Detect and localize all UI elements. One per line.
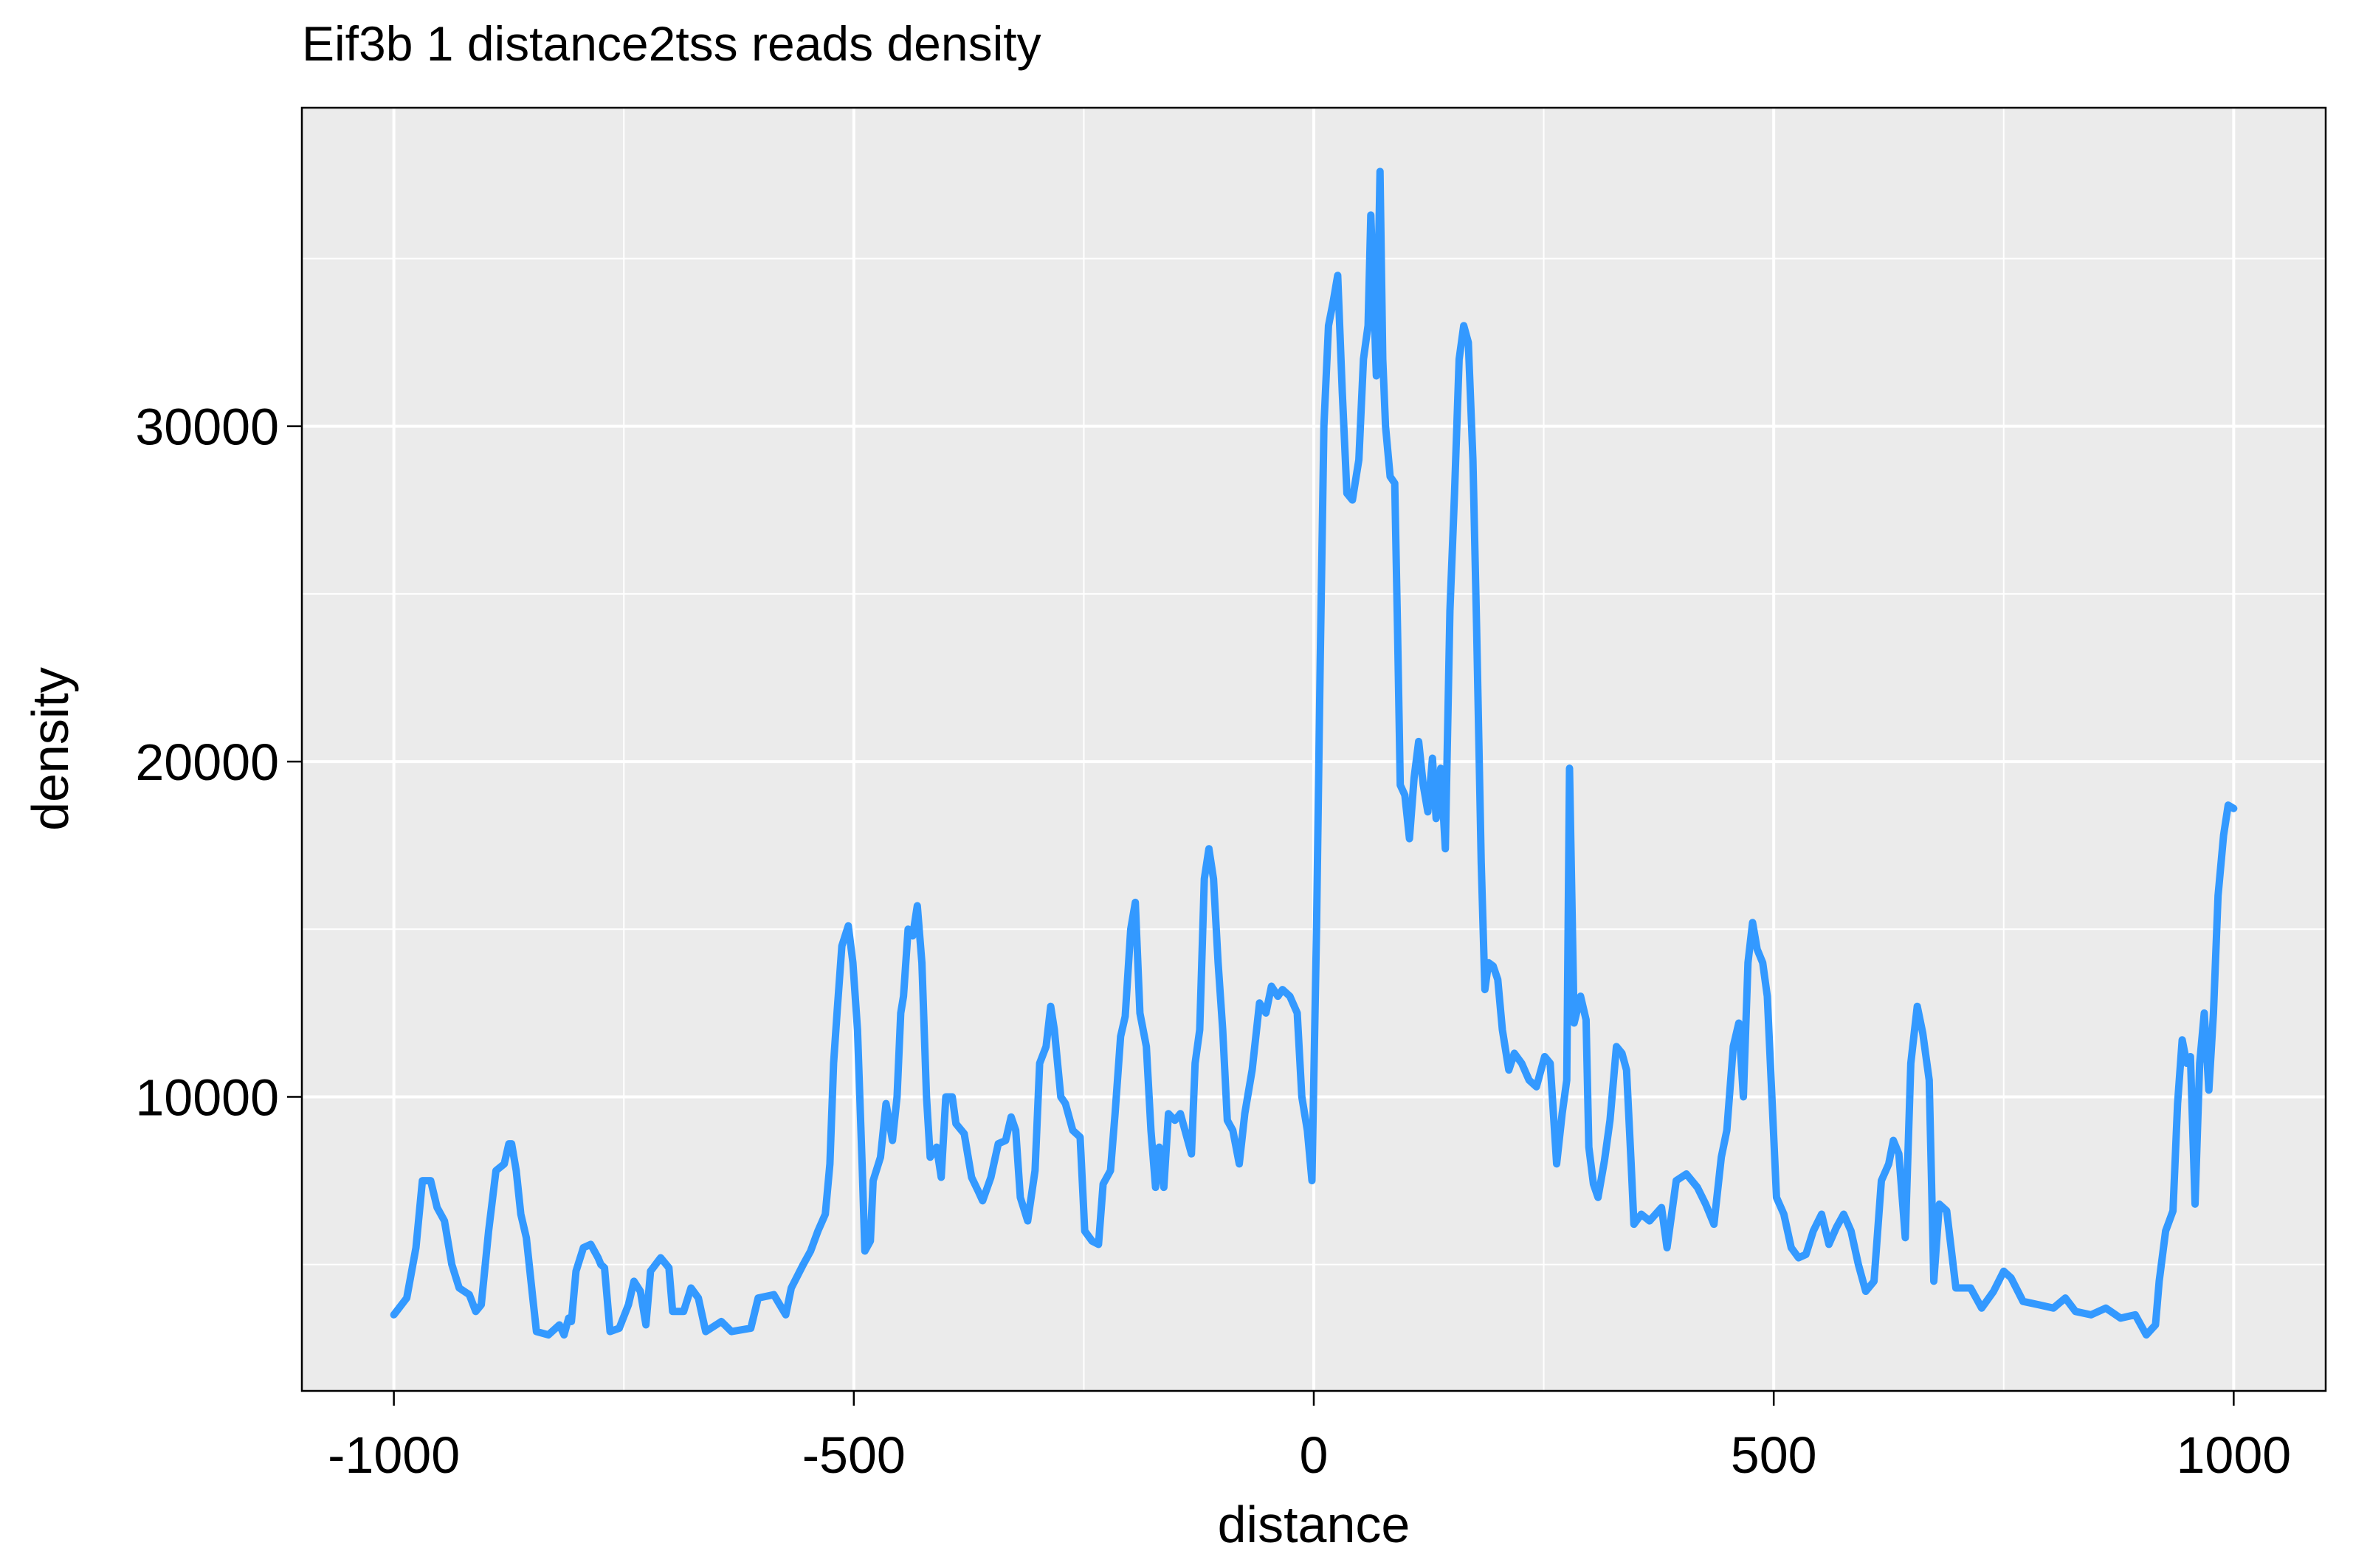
x-tick-label: -500 <box>802 1426 906 1484</box>
plot <box>390 167 2238 1339</box>
y-tick-label: 30000 <box>135 398 279 456</box>
x-tick-label: -1000 <box>328 1426 460 1484</box>
x-tick-label: 0 <box>1300 1426 1329 1484</box>
x-tick-label: 1000 <box>2176 1426 2291 1484</box>
x-axis-title: distance <box>1218 1496 1410 1553</box>
x-tick-label: 500 <box>1731 1426 1817 1484</box>
y-tick-label: 20000 <box>135 733 279 791</box>
y-tick-label: 10000 <box>135 1068 279 1126</box>
y-axis-title: density <box>21 667 79 831</box>
chart-title: Eif3b 1 distance2tss reads density <box>302 16 1041 71</box>
data-line <box>390 167 2238 1339</box>
